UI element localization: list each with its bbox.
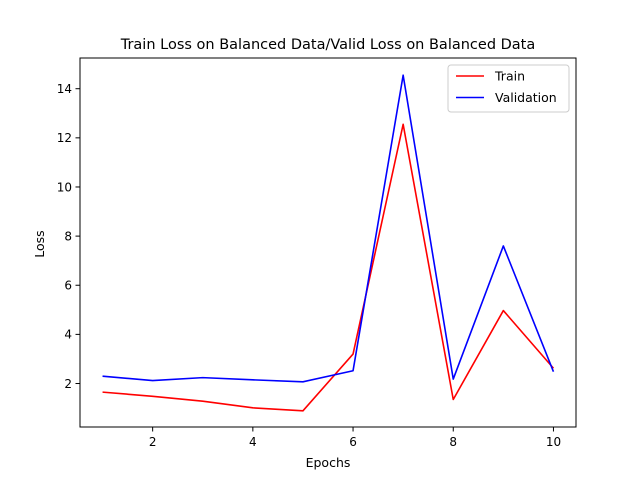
y-tick-label: 14 — [57, 82, 72, 96]
x-tick-label: 4 — [249, 435, 257, 449]
y-tick-label: 12 — [57, 131, 72, 145]
legend-label-validation: Validation — [495, 90, 557, 105]
x-axis-ticks: 2 4 6 8 10 — [149, 427, 561, 449]
y-tick-label: 6 — [64, 279, 72, 293]
x-axis-label: Epochs — [306, 455, 351, 470]
x-tick-label: 6 — [349, 435, 357, 449]
series-layer — [102, 74, 555, 412]
x-tick-label: 2 — [149, 435, 157, 449]
x-tick-label: 8 — [449, 435, 457, 449]
y-axis-label: Loss — [32, 230, 47, 257]
legend: Train Validation — [447, 64, 570, 113]
y-tick-label: 10 — [57, 180, 72, 194]
series-line-validation — [102, 74, 555, 383]
y-tick-label: 2 — [64, 377, 72, 391]
y-tick-label: 8 — [64, 229, 72, 243]
series-line-train — [102, 123, 555, 412]
x-tick-label: 10 — [546, 435, 561, 449]
plot-area-frame — [79, 57, 577, 428]
y-tick-label: 4 — [64, 328, 72, 342]
legend-label-train: Train — [494, 69, 525, 84]
chart-title: Train Loss on Balanced Data/Valid Loss o… — [120, 37, 536, 53]
y-axis-ticks: 2 4 6 8 10 12 14 — [57, 82, 80, 391]
